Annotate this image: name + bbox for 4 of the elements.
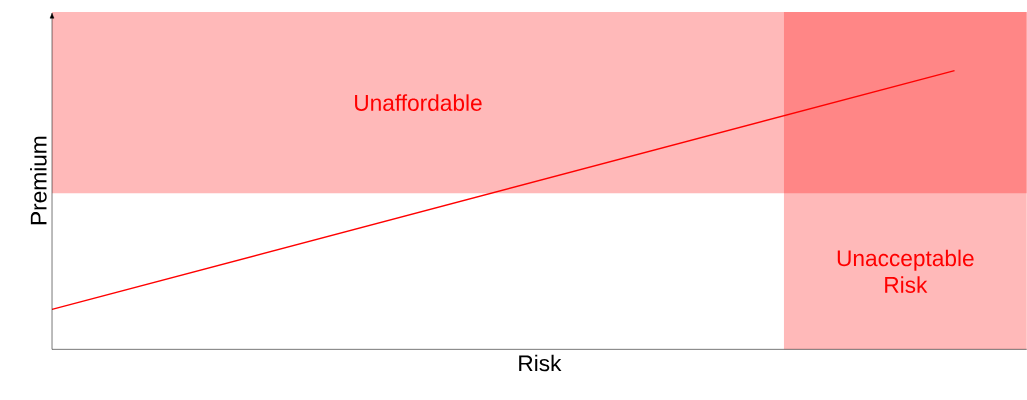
y-axis-title: Premium (30, 136, 47, 225)
annotation: Unaffordable (355, 94, 482, 111)
annotation: Unacceptable Risk (837, 249, 974, 293)
x-axis-title: Risk (519, 354, 562, 372)
